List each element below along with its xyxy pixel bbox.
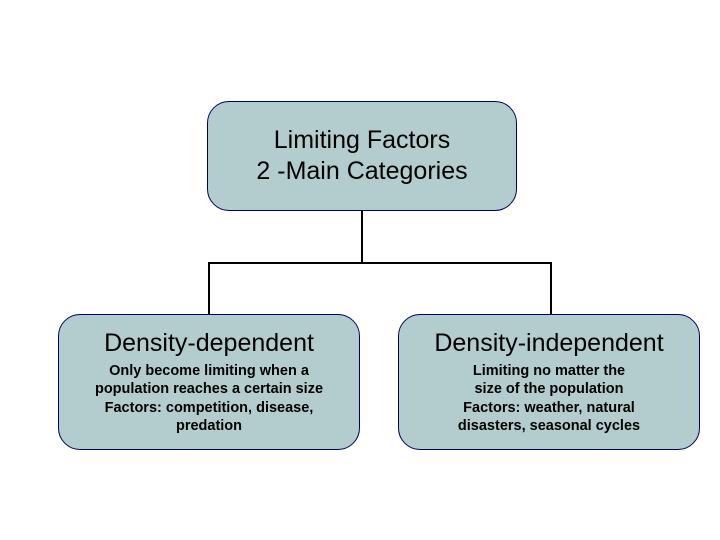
connector-hbar [208, 262, 552, 264]
child-right-desc-line1: Limiting no matter the [473, 362, 625, 380]
child-left-desc-line2: population reaches a certain size [95, 380, 323, 398]
child-right-heading: Density-independent [434, 329, 663, 358]
child-left-desc-line4: predation [176, 417, 242, 435]
connector-hbar-to-right [550, 262, 552, 314]
connector-root-to-hbar [361, 211, 363, 263]
connector-hbar-to-left [208, 262, 210, 314]
child-left-desc-line3: Factors: competition, disease, [105, 399, 314, 417]
root-node: Limiting Factors 2 -Main Categories [207, 101, 517, 211]
child-right-desc-line3: Factors: weather, natural [463, 399, 635, 417]
child-left-heading: Density-dependent [104, 329, 314, 358]
child-left-desc-line1: Only become limiting when a [109, 362, 309, 380]
child-node-left: Density-dependent Only become limiting w… [58, 314, 360, 450]
child-right-desc-line4: disasters, seasonal cycles [458, 417, 640, 435]
root-title-line2: 2 -Main Categories [256, 156, 467, 187]
child-node-right: Density-independent Limiting no matter t… [398, 314, 700, 450]
child-right-desc-line2: size of the population [474, 380, 623, 398]
root-title-line1: Limiting Factors [274, 125, 450, 156]
